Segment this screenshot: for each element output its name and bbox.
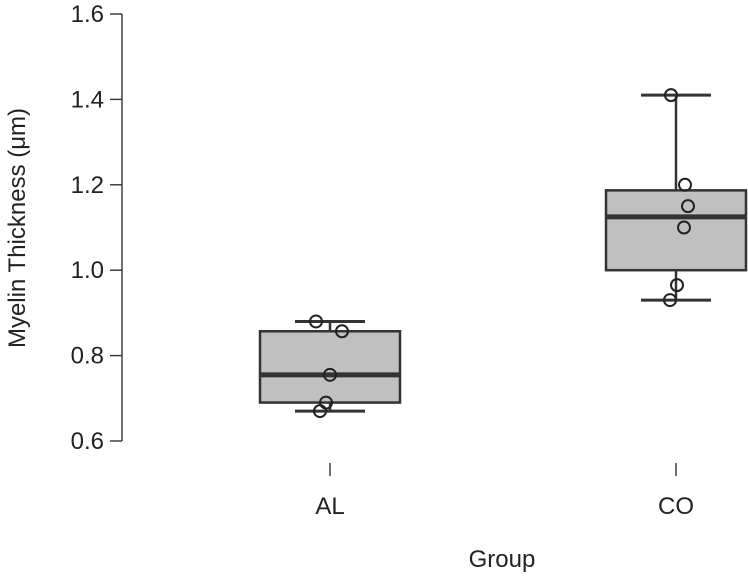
y-tick-label: 1.0 [71,257,104,284]
y-axis-title: Myelin Thickness (μm) [4,108,31,348]
y-tick-label: 0.6 [71,428,104,455]
y-tick-label: 1.2 [71,172,104,199]
iqr-box [604,189,748,272]
data-point [664,88,678,103]
data-point [335,324,349,339]
y-axis: 0.6 0.8 1.0 1.2 1.4 1.6 [71,1,123,455]
y-tick-label: 1.6 [71,1,104,28]
x-tick-label: CO [658,493,694,520]
data-point [670,278,684,293]
data-point [678,177,692,192]
y-tick-label: 1.4 [71,86,104,113]
data-point [677,220,691,235]
iqr-box [258,330,402,404]
y-tick-label: 0.8 [71,343,104,370]
x-tick-label: AL [315,493,344,520]
data-point [309,314,323,329]
box-series [258,88,748,419]
data-point [313,404,327,419]
box-group-co [604,88,748,308]
data-point [681,199,695,214]
x-axis-title: Group [469,546,536,573]
data-point [323,367,337,382]
data-point [663,293,677,308]
box-group-al [258,314,402,419]
x-axis: AL CO [315,463,694,520]
